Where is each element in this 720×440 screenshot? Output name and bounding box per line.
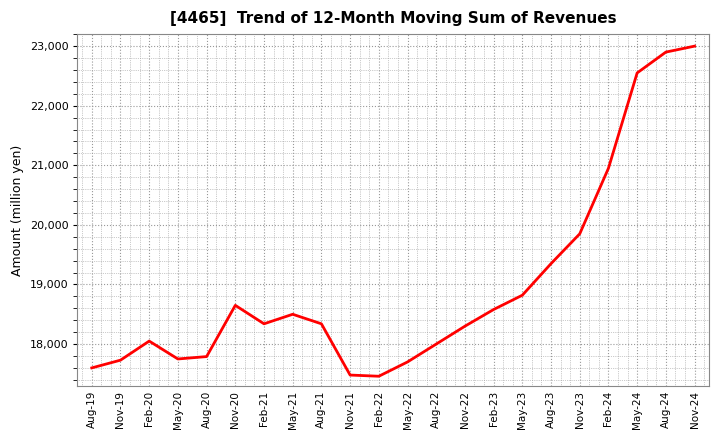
Y-axis label: Amount (million yen): Amount (million yen) bbox=[11, 144, 24, 275]
Title: [4465]  Trend of 12-Month Moving Sum of Revenues: [4465] Trend of 12-Month Moving Sum of R… bbox=[170, 11, 616, 26]
